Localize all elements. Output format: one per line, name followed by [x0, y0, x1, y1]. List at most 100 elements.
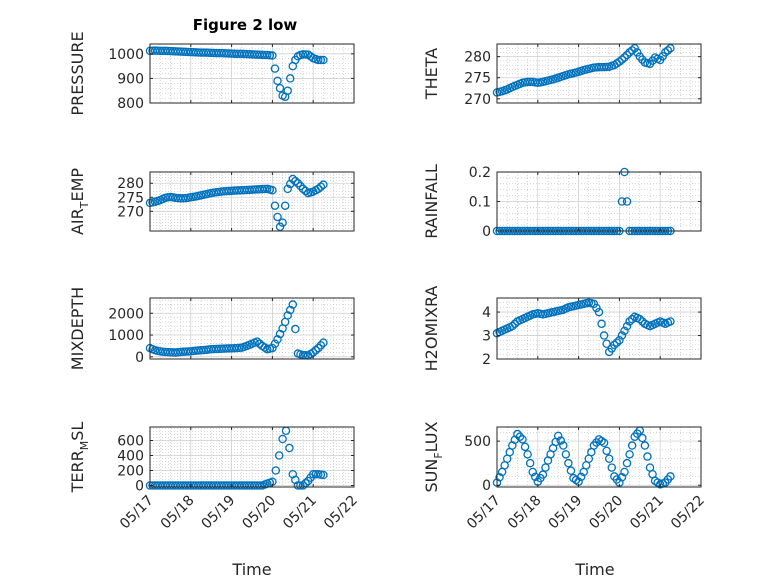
data-point-interp — [245, 340, 254, 350]
y-axis-label: RAINFALL — [422, 164, 441, 239]
data-point — [604, 454, 614, 464]
data-point-interp — [168, 193, 178, 202]
x-tick-label: 05/17 — [117, 493, 157, 533]
data-point-interp — [291, 176, 300, 186]
data-point-interp — [240, 185, 249, 195]
data-point-interp — [622, 458, 632, 468]
data-point-interp — [250, 50, 259, 59]
x-tick-label: 05/20 — [239, 493, 279, 533]
data-point-interp — [617, 197, 627, 206]
data-point-interp — [199, 345, 208, 355]
data-point-interp — [622, 50, 632, 60]
data-point-interp — [153, 196, 162, 206]
data-point-interp — [592, 303, 601, 313]
data-point-interp — [316, 470, 326, 479]
data-point-interp — [663, 475, 673, 484]
y-axis-label: PRESSURE — [68, 31, 87, 115]
data-point-interp — [245, 185, 254, 195]
axes-box — [496, 43, 702, 104]
y-tick-label: 270 — [464, 92, 491, 108]
series-markers — [492, 298, 675, 357]
data-point-interp — [546, 308, 555, 317]
data-point-interp — [531, 309, 540, 319]
y-tick-label: 0 — [482, 224, 491, 240]
y-tick-label: 280 — [464, 50, 491, 66]
data-point-interp — [658, 318, 668, 327]
data-point — [630, 43, 639, 53]
data-point-interp — [260, 343, 269, 352]
data-point-interp — [148, 344, 157, 354]
figure-title: Figure 2 low — [193, 16, 298, 34]
data-point-interp — [525, 458, 535, 468]
data-point-interp — [541, 77, 550, 86]
y-axis-label-main: RAINFALL — [422, 164, 441, 239]
data-point-interp — [311, 346, 320, 355]
data-point-interp — [576, 66, 586, 76]
data-point-interp — [653, 478, 662, 487]
y-axis-label-main: THETA — [422, 48, 441, 100]
data-point — [270, 201, 280, 210]
y-tick-label: 3 — [482, 329, 491, 345]
y-axis-label-main: PRESSURE — [68, 31, 87, 115]
data-point-interp — [178, 47, 188, 56]
data-point — [283, 184, 292, 194]
data-point-interp — [561, 304, 571, 313]
data-point — [625, 317, 634, 326]
subplot-6: 2 3 4 H2OMIXRA — [422, 286, 702, 371]
data-point-interp — [194, 48, 203, 57]
data-point-interp — [234, 343, 244, 353]
data-point-interp — [255, 185, 264, 194]
y-axis-label: AIRTEMP — [68, 168, 91, 235]
axes-box — [149, 426, 355, 488]
series-markers — [145, 174, 328, 232]
data-point-interp — [219, 48, 229, 58]
y-tick-label: 900 — [117, 71, 144, 87]
y-axis-label-subscript: F — [432, 452, 445, 458]
data-point-interp — [536, 309, 545, 319]
data-point-interp — [209, 48, 218, 58]
data-point-interp — [189, 346, 198, 356]
data-point-interp — [204, 48, 213, 57]
data-point-interp — [311, 469, 320, 479]
data-point-interp — [265, 478, 275, 487]
data-point-interp — [255, 481, 264, 490]
data-point-interp — [541, 309, 550, 319]
data-point — [620, 326, 629, 336]
y-axis-label-subscript: M — [78, 441, 91, 451]
data-point-interp — [183, 347, 193, 356]
y-tick-label: 500 — [464, 434, 491, 450]
data-point-interp — [275, 329, 285, 339]
data-point — [288, 174, 298, 184]
series-markers — [492, 43, 675, 97]
data-point-interp — [311, 54, 320, 64]
data-point-interp — [214, 344, 224, 354]
data-point — [564, 458, 573, 468]
axes-box — [149, 43, 355, 104]
data-point-interp — [663, 46, 673, 55]
data-point-interp — [587, 447, 596, 457]
data-point-interp — [224, 186, 234, 196]
axes-box — [149, 297, 355, 360]
data-point-interp — [260, 184, 269, 194]
subplot-5: 0 1000 2000 MIXDEPTH — [68, 287, 355, 370]
y-tick-label: 275 — [464, 71, 491, 87]
data-point-interp — [168, 348, 178, 357]
data-point-interp — [627, 46, 637, 55]
data-point-interp — [240, 342, 249, 352]
data-point-interp — [561, 70, 571, 80]
data-point — [620, 53, 629, 62]
data-point-interp — [265, 51, 275, 60]
data-point-interp — [209, 344, 218, 354]
x-tick-label: 05/19 — [546, 493, 586, 533]
data-point-interp — [495, 473, 504, 482]
data-point-interp — [214, 48, 224, 58]
y-axis-label-tail: LUX — [422, 421, 441, 452]
x-axis-label-left: Time — [231, 560, 271, 579]
data-point-interp — [173, 47, 183, 56]
data-point-interp — [270, 339, 280, 348]
y-tick-label: 4 — [482, 305, 491, 321]
data-point-interp — [316, 182, 326, 191]
data-point-interp — [189, 47, 198, 57]
data-point-interp — [209, 188, 218, 197]
